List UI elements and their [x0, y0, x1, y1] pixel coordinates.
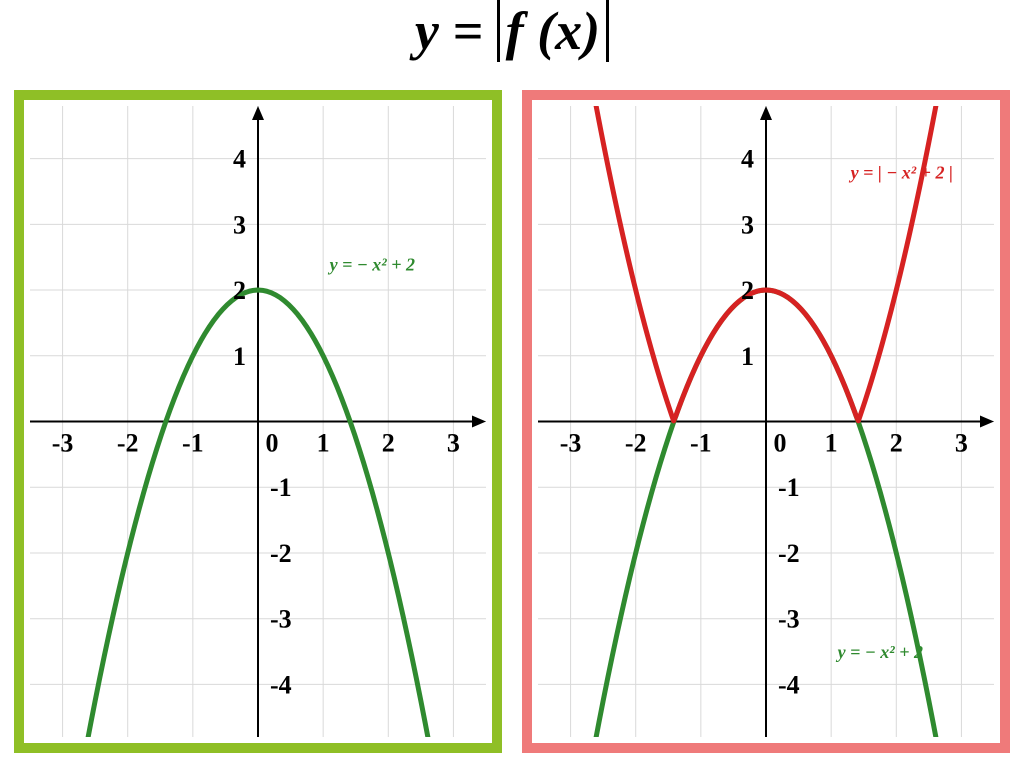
title-rhs: f (x): [506, 1, 600, 61]
svg-text:-2: -2: [117, 429, 139, 458]
svg-text:-2: -2: [270, 539, 292, 568]
svg-text:-1: -1: [778, 473, 800, 502]
equation-label: y = − x² + 2: [836, 642, 923, 662]
svg-text:3: 3: [955, 429, 968, 458]
page: y = f (x) -3 -2 -1 0 1 2 3 1 2 3 4 -1 -2 -3 -4 y = − x²…: [0, 0, 1024, 767]
svg-text:-1: -1: [182, 429, 204, 458]
svg-text:-2: -2: [778, 539, 800, 568]
svg-text:1: 1: [825, 429, 838, 458]
svg-text:2: 2: [890, 429, 903, 458]
svg-text:0: 0: [266, 429, 279, 458]
svg-text:2: 2: [233, 276, 246, 305]
panels-row: -3-2-101231234-1-2-3-4y = − x² + 2 -3-2-…: [14, 90, 1010, 753]
equation-label: y = − x² + 2: [328, 254, 415, 274]
svg-text:-3: -3: [560, 429, 582, 458]
svg-text:-1: -1: [270, 473, 292, 502]
title-lhs: y =: [415, 1, 483, 61]
svg-text:4: 4: [741, 145, 754, 174]
svg-text:3: 3: [447, 429, 460, 458]
svg-text:2: 2: [741, 276, 754, 305]
chart-panel-left: -3 -2 -1 0 1 2 3 1 2 3 4 -1 -2 -3 -4 y = − x² + 2: [14, 90, 502, 753]
svg-text:2: 2: [382, 429, 395, 458]
svg-text:-4: -4: [778, 670, 800, 699]
svg-text:-3: -3: [52, 429, 74, 458]
svg-text:3: 3: [233, 210, 246, 239]
svg-text:-3: -3: [270, 605, 292, 634]
chart-panel-right: -3 -2 -1 0 1 2 3 1 2 3 4 -1 -2 -3 -4 y = | − x² + 2 | y …: [522, 90, 1010, 753]
equation-label: y = | − x² + 2 |: [849, 162, 953, 182]
svg-text:0: 0: [774, 429, 787, 458]
svg-text:-2: -2: [625, 429, 647, 458]
page-title: y = f (x): [0, 0, 1024, 62]
svg-text:3: 3: [741, 210, 754, 239]
svg-text:-1: -1: [690, 429, 712, 458]
svg-text:-3: -3: [778, 605, 800, 634]
svg-text:1: 1: [317, 429, 330, 458]
svg-text:1: 1: [741, 342, 754, 371]
title-abs-bars: f (x): [497, 0, 609, 62]
svg-text:-4: -4: [270, 670, 292, 699]
svg-text:1: 1: [233, 342, 246, 371]
svg-text:4: 4: [233, 145, 246, 174]
